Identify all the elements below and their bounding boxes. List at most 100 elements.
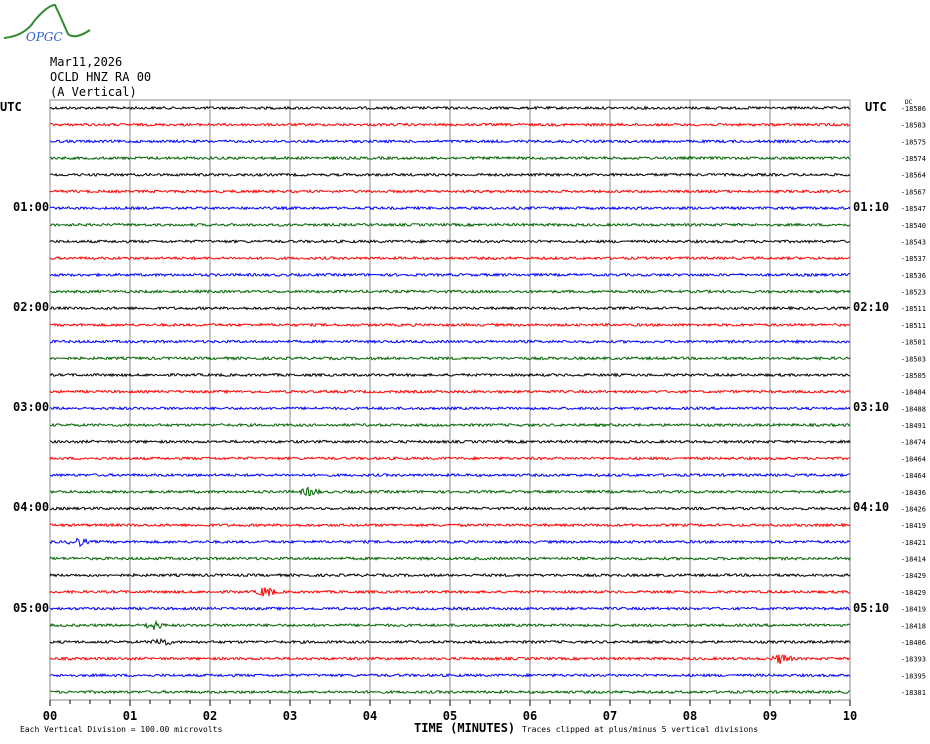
date-label: Mar11,2026 [50,55,123,69]
left-hour-label: 05:00 [13,600,50,615]
x-tick-label: 02 [203,709,217,723]
dc-offset-label: -18426 [901,505,926,513]
left-hour-label: 03:00 [13,400,50,415]
station-label: OCLD HNZ RA 00 [50,70,152,84]
seismic-trace [49,422,851,428]
dc-offset-label: -18536 [901,272,926,280]
dc-offset-label: -18511 [901,322,926,330]
x-tick-label: 06 [523,709,537,723]
seismic-trace [49,505,851,511]
seismic-trace [49,405,851,411]
seismic-trace [49,439,851,445]
dc-offset-label: -18381 [901,689,926,697]
seismic-trace [49,537,851,548]
x-tick-label: 05 [443,709,457,723]
seismic-trace [49,305,851,311]
seismic-trace [49,572,851,578]
left-hour-label: 01:00 [13,200,50,215]
seismic-trace [49,486,851,497]
scale-note: Each Vertical Division = 100.00 microvol… [20,725,223,734]
x-tick-label: 07 [603,709,617,723]
right-hour-label: 05:10 [853,600,890,615]
seismic-trace [49,606,851,612]
seismic-trace [49,389,851,395]
clip-note: Traces clipped at plus/minus 5 vertical … [522,725,759,734]
dc-offset-label: -18393 [901,656,926,664]
dc-offset-label: -18419 [901,606,926,614]
seismic-trace [49,355,851,361]
dc-offset-label: -18567 [901,188,926,196]
dc-offset-label: -18464 [901,472,926,480]
seismic-trace [49,172,851,178]
left-hour-label: 04:00 [13,500,50,515]
seismic-trace [49,372,851,378]
svg-text:OPGC: OPGC [26,30,63,44]
dc-offset-label: -18501 [901,339,926,347]
dc-offset-label: -18414 [901,556,926,564]
dc-offset-label: -18484 [901,389,926,397]
dc-offset-label: -18586 [901,105,926,113]
x-tick-label: 08 [683,709,697,723]
x-tick-label: 01 [123,709,137,723]
left-utc-label: UTC [0,100,22,114]
dc-offset-label: -18421 [901,539,926,547]
x-tick-label: 04 [363,709,377,723]
dc-offset-label: -18523 [901,289,926,297]
dc-offset-label: -18583 [901,122,926,130]
seismic-trace [49,322,851,328]
dc-offset-label: -18564 [901,172,926,180]
dc-offset-label: -18464 [901,455,926,463]
seismic-trace [49,122,851,128]
seismic-trace [50,155,851,161]
dc-offset-label: -18488 [901,405,926,413]
seismic-trace [49,672,851,678]
seismic-trace [49,638,851,646]
x-tick-label: 09 [763,709,777,723]
right-hour-label: 02:10 [853,300,890,315]
seismic-trace [49,587,851,597]
dc-offset-label: -18540 [901,222,926,230]
x-tick-label: 00 [43,709,57,723]
dc-offset-label: -18418 [901,622,926,630]
seismic-trace [49,105,851,111]
seismic-trace [49,255,851,261]
right-hour-label: 04:10 [853,500,890,515]
dc-offset-label: -18547 [901,205,926,213]
seismic-trace [49,289,851,294]
dc-offset-label: -18505 [901,372,926,380]
x-tick-label: 10 [843,709,857,723]
dc-label: DC [905,99,913,106]
dc-offset-label: -18436 [901,489,926,497]
seismic-trace [49,272,851,278]
dc-offset-label: -18474 [901,439,926,447]
dc-offset-label: -18419 [901,522,926,530]
seismic-trace [49,455,851,461]
dc-offset-label: -18395 [901,672,926,680]
dc-offset-label: -18503 [901,355,926,363]
dc-offset-label: -18574 [901,155,926,163]
dc-offset-label: -18429 [901,589,926,597]
seismic-trace [50,339,851,345]
dc-offset-label: -18575 [901,138,926,146]
right-hour-label: 01:10 [853,200,890,215]
component-label: (A Vertical) [50,85,137,99]
seismic-trace [49,522,851,528]
opgc-logo: OPGC [3,3,91,44]
seismic-trace [49,619,851,630]
seismic-trace [49,556,851,562]
dc-offset-label: -18429 [901,572,926,580]
seismic-trace [49,188,851,194]
dc-offset-label: -18511 [901,305,926,313]
seismic-trace [49,138,851,144]
dc-offset-label: -18406 [901,639,926,647]
x-tick-label: 03 [283,709,297,723]
seismic-trace [49,205,851,211]
seismic-trace [49,653,851,665]
seismic-trace [49,689,850,695]
left-hour-label: 02:00 [13,300,50,315]
dc-offset-label: -18537 [901,255,926,263]
right-hour-label: 03:10 [853,400,890,415]
right-utc-label: UTC [865,100,887,114]
seismic-trace [49,472,850,478]
